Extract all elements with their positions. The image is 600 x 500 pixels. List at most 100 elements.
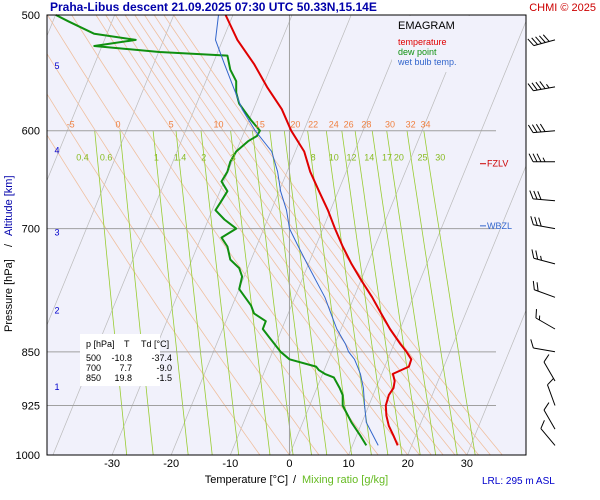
dry-adiabat-label: 26 — [344, 120, 354, 130]
table-cell: 700 — [86, 363, 101, 373]
mixing-ratio-line — [94, 130, 128, 455]
wind-barb-flag — [531, 249, 535, 259]
altitude-tick-label: 3 — [54, 227, 59, 237]
legend-dew-point: dew point — [398, 47, 437, 57]
wind-barb-half-flag — [540, 255, 542, 261]
x-tick-label: 30 — [461, 458, 473, 470]
wind-barb-flag — [527, 38, 535, 46]
wind-barb-staff — [533, 347, 556, 353]
wind-barb-staff — [547, 384, 556, 406]
x-axis-label: Temperature [°C] — [205, 474, 288, 486]
series-dew-point-line — [55, 14, 368, 446]
wind-barb — [532, 280, 556, 298]
mixing-ratio-line — [252, 130, 294, 455]
wind-barb-flag — [538, 217, 542, 227]
sounding-table: p [hPa] T Td [°C] 500 -10.8 -37.4 700 7.… — [80, 334, 172, 386]
wind-barb-flag — [533, 190, 538, 200]
dry-adiabat-label: -5 — [67, 120, 75, 130]
mixing-ratio-label: 3 — [231, 153, 236, 163]
dry-adiabat-label: 24 — [329, 120, 339, 130]
mixing-ratio-label: 0.6 — [100, 153, 113, 163]
pressure-tick-label: 600 — [22, 126, 40, 138]
x-tick-label: -20 — [163, 458, 179, 470]
dry-adiabat-line — [153, 15, 480, 455]
y-axis-label-altitude: Altitude [km] — [3, 175, 15, 236]
dry-adiabat-label: 22 — [308, 120, 318, 130]
wind-barb-flag — [543, 402, 550, 411]
wind-barb-flag — [535, 250, 539, 260]
x-tick-label: 0 — [286, 458, 292, 470]
x-tick-label: 20 — [402, 458, 414, 470]
wind-barb — [527, 123, 556, 134]
dry-adiabat-line — [124, 15, 444, 455]
wind-barb — [543, 354, 556, 382]
mixing-ratio-label: 10 — [329, 153, 339, 163]
pressure-tick-label: 1000 — [16, 450, 40, 462]
mixing-ratio-label: 30 — [435, 153, 445, 163]
wind-barb-flag — [535, 36, 542, 44]
pressure-tick-label: 925 — [22, 401, 40, 413]
mixing-ratio-label: 20 — [394, 153, 404, 163]
series-layer — [55, 14, 413, 446]
wind-barb-half-flag — [546, 84, 550, 89]
altitude-tick-label: 1 — [54, 382, 59, 392]
wind-barb-flag — [543, 354, 550, 363]
dry-adiabat-label: 34 — [420, 120, 430, 130]
mixing-ratio-line — [119, 130, 154, 455]
dry-adiabat-line — [144, 15, 468, 455]
mixing-ratio-label: 2 — [201, 153, 206, 163]
dry-adiabat-label: 5 — [169, 120, 174, 130]
dry-adiabat-label: 20 — [290, 120, 300, 130]
table-cell: -37.4 — [151, 353, 172, 363]
wind-barb — [531, 249, 556, 265]
pressure-tick-label: 700 — [22, 224, 40, 236]
wind-barb-flag — [542, 34, 550, 42]
chart-header-title: Praha-Libus descent 21.09.2025 07:30 UTC… — [50, 0, 377, 14]
wind-barb-staff — [533, 257, 556, 265]
copyright-label: CHMI © 2025 — [529, 2, 596, 14]
table-cell: -10.8 — [111, 353, 132, 363]
dry-adiabat-line — [47, 53, 320, 455]
x-axis-label-mixing-ratio: Mixing ratio [g/kg] — [302, 474, 388, 486]
level-label: WBZL — [487, 221, 512, 231]
wind-barb-flag — [547, 377, 554, 386]
wind-barb-flag — [531, 124, 538, 133]
x-tick-label: -10 — [222, 458, 238, 470]
dry-adiabat-line — [173, 15, 503, 455]
wind-barb — [547, 377, 556, 406]
dry-adiabat-label: 15 — [255, 120, 265, 130]
wind-barb — [543, 402, 556, 430]
table-header-p: p [hPa] — [86, 339, 115, 349]
altitude-tick-label: 2 — [54, 305, 59, 315]
wind-barb-flag — [528, 153, 534, 162]
wind-barb-half-flag — [542, 157, 546, 162]
dry-adiabat-label: 30 — [385, 120, 395, 130]
wind-barb-flag — [540, 420, 545, 429]
wind-barb-flag — [539, 123, 546, 132]
table-cell: 850 — [86, 373, 101, 383]
dry-adiabat-line — [95, 15, 409, 455]
mixing-ratio-label: 25 — [418, 153, 428, 163]
mixing-ratio-line — [175, 130, 213, 455]
wind-barb-flag — [537, 191, 542, 200]
wind-barb-staff — [533, 198, 556, 202]
mixing-ratio-line — [283, 130, 328, 455]
wind-barb-staff — [543, 361, 556, 382]
mixing-ratio-line — [406, 130, 458, 455]
altitude-tick-label: 4 — [54, 145, 59, 155]
level-label: FZLV — [487, 159, 508, 169]
wind-barb-flag — [527, 83, 534, 92]
wind-barb-staff — [533, 224, 556, 230]
wind-barb — [530, 339, 556, 353]
wind-barb-flag — [535, 124, 542, 133]
mixing-ratio-label: 1 — [154, 153, 159, 163]
dry-adiabat-line — [47, 15, 349, 455]
wind-barb-flag — [532, 153, 538, 162]
x-tick-label: -30 — [104, 458, 120, 470]
y-axis-title: Pressure [hPa] / Altitude [km] — [3, 175, 15, 332]
wind-barb-half-flag — [538, 315, 541, 321]
isotherm-line — [47, 15, 115, 182]
mixing-ratio-label: 17 — [382, 153, 392, 163]
wind-barb-flag — [539, 81, 546, 89]
